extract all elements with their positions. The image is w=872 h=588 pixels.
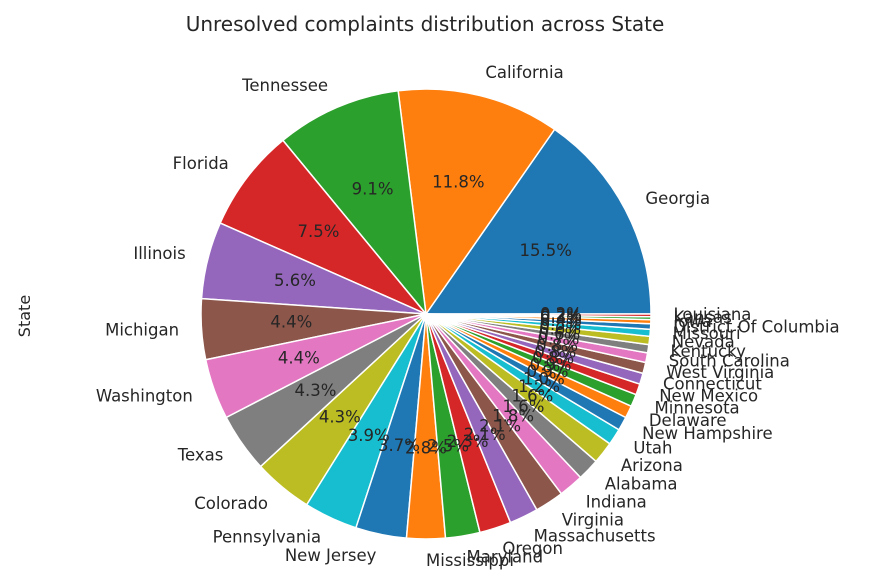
label-alabama: Alabama xyxy=(605,475,678,494)
label-texas: Texas xyxy=(177,446,224,465)
slice-tennessee xyxy=(282,89,427,315)
label-georgia: Georgia xyxy=(645,189,710,208)
label-pennsylvania: Pennsylvania xyxy=(213,528,321,547)
label-nevada: Nevada xyxy=(672,333,735,352)
label-new-mexico: New Mexico xyxy=(659,386,758,405)
label-new-jersey: New Jersey xyxy=(285,546,377,565)
pct-kansas: 0.2% xyxy=(540,306,582,325)
pct-washington: 4.4% xyxy=(278,349,320,368)
label-district-of-columbia: District Of Columbia xyxy=(673,317,839,336)
label-tennessee: Tennessee xyxy=(241,76,328,95)
slice-california xyxy=(397,88,556,315)
pct-georgia: 15.5% xyxy=(519,241,571,260)
pct-tennessee: 9.1% xyxy=(352,180,394,199)
pct-louisiana: 0.2% xyxy=(540,304,582,323)
label-iowa: Iowa xyxy=(673,312,712,331)
label-minnesota: Minnesota xyxy=(655,399,740,418)
slice-georgia xyxy=(425,128,652,315)
pct-connecticut: 0.8% xyxy=(534,342,576,361)
pct-michigan: 4.4% xyxy=(270,313,312,332)
pct-new-mexico: 0.8% xyxy=(532,349,574,368)
label-illinois: Illinois xyxy=(133,244,185,263)
pct-florida: 7.5% xyxy=(297,222,339,241)
label-new-hampshire: New Hampshire xyxy=(642,424,773,443)
pct-illinois: 5.6% xyxy=(274,271,316,290)
pct-new-jersey: 3.7% xyxy=(378,436,420,455)
pct-kentucky: 0.6% xyxy=(538,324,580,343)
label-west-virginia: West Virginia xyxy=(666,363,774,382)
label-california: California xyxy=(485,63,563,82)
pct-pennsylvania: 3.9% xyxy=(348,426,390,445)
label-mississippi: Mississippi xyxy=(426,551,514,570)
pct-massachusetts: 2.1% xyxy=(464,425,506,444)
label-maryland: Maryland xyxy=(467,548,544,567)
pct-missouri: 0.5% xyxy=(540,315,582,334)
pct-colorado: 4.3% xyxy=(319,407,361,426)
pct-nevada: 0.6% xyxy=(539,319,581,338)
label-arizona: Arizona xyxy=(621,456,683,475)
label-louisiana: Louisiana xyxy=(673,305,751,324)
pct-delaware: 0.9% xyxy=(527,362,569,381)
pct-iowa: 0.3% xyxy=(540,308,582,327)
y-axis-label: State xyxy=(15,295,34,337)
chart-title: Unresolved complaints distribution acros… xyxy=(186,12,665,36)
label-south-carolina: South Carolina xyxy=(669,352,790,371)
pct-texas: 4.3% xyxy=(295,381,337,400)
pct-minnesota: 0.9% xyxy=(530,355,572,374)
pct-utah: 1.2% xyxy=(518,377,560,396)
label-michigan: Michigan xyxy=(105,320,179,339)
label-virginia: Virginia xyxy=(562,510,624,529)
label-indiana: Indiana xyxy=(586,493,647,512)
pct-indiana: 1.8% xyxy=(492,407,534,426)
label-connecticut: Connecticut xyxy=(663,375,762,394)
pct-alabama: 1.6% xyxy=(503,397,545,416)
pct-district-of-columbia: 0.4% xyxy=(540,311,582,330)
pie-labels: Georgia 15.5% California 11.8% Tennessee 9.1%… xyxy=(96,63,840,570)
pct-new-hampshire: 1.0% xyxy=(523,369,565,388)
slice-louisiana xyxy=(425,313,652,318)
label-kentucky: Kentucky xyxy=(671,342,747,361)
label-washington: Washington xyxy=(96,386,193,405)
slice-florida xyxy=(219,139,427,315)
label-massachusetts: Massachusetts xyxy=(534,526,656,545)
pct-oregon: 2.3% xyxy=(447,432,489,451)
label-delaware: Delaware xyxy=(649,411,727,430)
pie-slices xyxy=(200,88,652,540)
pct-virginia: 2.1% xyxy=(479,416,521,435)
pct-mississippi: 2.8% xyxy=(405,439,447,458)
pct-arizona: 1.6% xyxy=(511,387,553,406)
label-colorado: Colorado xyxy=(194,494,268,513)
pct-maryland: 2.5% xyxy=(427,437,469,456)
label-utah: Utah xyxy=(633,439,672,458)
label-oregon: Oregon xyxy=(502,539,563,558)
label-kansas: Kansas xyxy=(673,308,731,327)
label-florida: Florida xyxy=(173,154,229,173)
pct-california: 11.8% xyxy=(432,172,484,191)
pct-west-virginia: 0.8% xyxy=(536,336,578,355)
label-missouri: Missouri xyxy=(673,324,741,343)
pct-south-carolina: 0.7% xyxy=(537,330,579,349)
